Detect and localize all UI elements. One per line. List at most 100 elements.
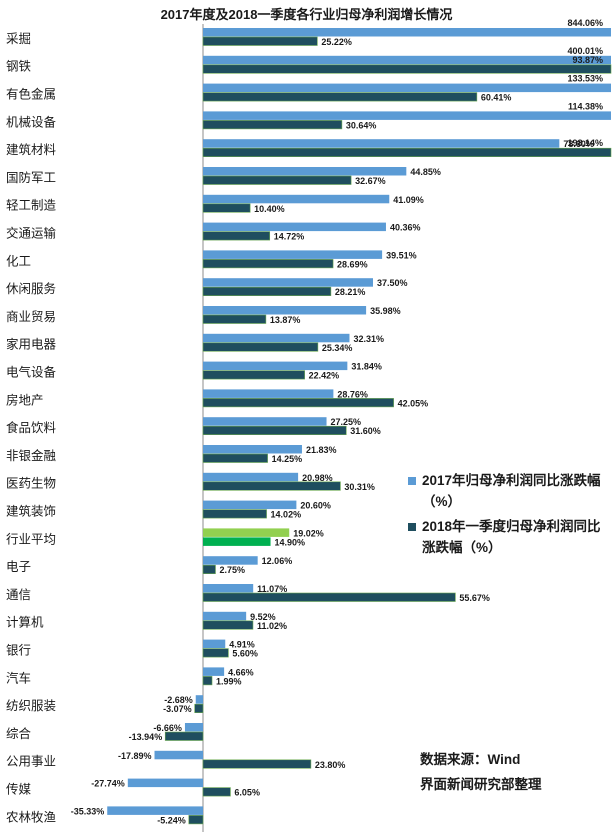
bar-2017: [203, 139, 560, 148]
category-label: 商业贸易: [6, 309, 56, 324]
bar-2017: [203, 222, 386, 232]
bar-2018q1: [202, 481, 341, 491]
category-label: 建筑材料: [6, 142, 57, 157]
data-label: 31.60%: [350, 426, 381, 436]
data-label: 13.87%: [270, 315, 301, 325]
data-label: 93.87%: [572, 55, 603, 65]
legend-item-2017: 2017年归母净利润同比涨跌幅（%）: [408, 470, 608, 512]
bar-2018q1: [202, 620, 254, 630]
data-label: 28.76%: [337, 389, 368, 399]
data-label: 198.14%: [567, 138, 603, 148]
category-label: 交通运输: [6, 226, 57, 241]
category-label: 轻工制造: [6, 199, 57, 213]
bar-2018q1: [202, 175, 352, 185]
data-label: 40.36%: [390, 223, 421, 233]
data-label: 9.52%: [250, 612, 276, 622]
bar-2018q1: [202, 648, 229, 658]
bar-2017: [203, 83, 611, 93]
data-label: 14.25%: [272, 454, 303, 464]
category-label: 机械设备: [6, 114, 57, 129]
data-label: 28.21%: [335, 287, 366, 297]
bar-2017: [203, 361, 348, 371]
category-label: 化工: [6, 254, 31, 268]
bar-2018q1: [202, 787, 231, 797]
data-label: 31.84%: [351, 362, 382, 372]
chart-title: 2017年度及2018一季度各行业归母净利润增长情况: [160, 7, 453, 22]
data-label: -2.68%: [164, 695, 193, 705]
bar-2017: [203, 194, 390, 204]
data-label: 10.40%: [254, 204, 285, 214]
legend-label-2018q1: 2018年一季度归母净利润同比涨跌幅（%）: [422, 519, 601, 555]
data-label: -5.24%: [157, 815, 186, 825]
category-label: 银行: [6, 644, 31, 658]
bar-2018q1: [202, 120, 343, 130]
category-label: 公用事业: [6, 755, 56, 769]
compiler-line: 界面新闻研究部整理: [420, 777, 542, 792]
source-line: 数据来源：Wind: [420, 752, 521, 767]
category-label: 非银金融: [6, 448, 57, 463]
bar-2017: [203, 28, 611, 37]
data-label: 32.67%: [355, 176, 386, 186]
bar-2017: [203, 250, 383, 259]
data-label: 400.01%: [567, 46, 603, 56]
data-label: 35.98%: [370, 306, 401, 316]
data-label: 41.09%: [393, 195, 424, 205]
bar-2018q1: [202, 203, 251, 213]
data-label: -3.07%: [163, 704, 192, 714]
data-label: 55.67%: [459, 593, 490, 603]
legend-label-2017: 2017年归母净利润同比涨跌幅（%）: [422, 473, 601, 509]
legend-item-2018q1: 2018年一季度归母净利润同比涨跌幅（%）: [408, 516, 608, 558]
bar-2017: [203, 55, 611, 65]
data-label: 21.83%: [306, 445, 337, 455]
data-label: 25.34%: [322, 343, 353, 353]
data-label: 30.31%: [344, 482, 375, 492]
data-label: 19.02%: [293, 528, 324, 538]
data-label: 11.02%: [257, 621, 287, 631]
bar-2018q1: [164, 731, 204, 741]
data-label: 14.90%: [275, 537, 306, 547]
bar-2018q1: [202, 286, 332, 297]
data-label: 14.72%: [274, 232, 305, 242]
bar-2018q1: [202, 509, 267, 519]
category-label: 有色金属: [6, 87, 56, 102]
data-label: 4.66%: [228, 667, 254, 677]
category-label: 建筑装饰: [6, 504, 56, 519]
bar-2017: [203, 528, 290, 537]
bar-2018q1: [202, 314, 267, 324]
bar-2017: [203, 556, 258, 565]
bar-2017: [203, 639, 226, 649]
bar-2018q1: [202, 370, 305, 380]
data-label: 78.60%: [563, 139, 594, 149]
data-label: 27.25%: [331, 417, 362, 427]
bar-2018q1: [202, 425, 347, 436]
data-label: -35.33%: [71, 806, 105, 816]
bar-2017: [203, 111, 611, 120]
data-label: 28.69%: [337, 259, 368, 269]
data-label: 11.07%: [257, 584, 287, 594]
bar-2017: [154, 750, 203, 760]
legend-swatch-2018q1: [408, 523, 416, 531]
data-label: 4.91%: [229, 640, 255, 650]
bar-2018q1: [202, 147, 612, 157]
category-label: 食品饮料: [6, 420, 57, 435]
data-label: 5.60%: [232, 649, 258, 659]
category-label: 家用电器: [6, 337, 57, 352]
data-label: 20.98%: [302, 473, 333, 483]
bar-2017: [203, 472, 299, 482]
bar-2017: [203, 306, 367, 315]
data-label: 30.64%: [346, 120, 377, 130]
bar-2018q1: [202, 398, 394, 408]
category-label: 传媒: [6, 782, 32, 797]
data-label: 2.75%: [219, 565, 245, 575]
legend: 2017年归母净利润同比涨跌幅（%） 2018年一季度归母净利润同比涨跌幅（%）: [408, 470, 608, 562]
source-note: 数据来源：Wind 界面新闻研究部整理: [420, 747, 542, 797]
category-label: 医药生物: [6, 477, 56, 491]
data-label: 844.06%: [567, 18, 603, 28]
data-label: -13.94%: [129, 732, 163, 742]
bar-2017: [107, 806, 203, 815]
category-label: 综合: [6, 726, 32, 741]
bar-2017: [203, 417, 327, 426]
bar-2018q1: [203, 537, 271, 546]
category-label: 通信: [6, 588, 31, 602]
data-label: 1.99%: [216, 676, 242, 686]
